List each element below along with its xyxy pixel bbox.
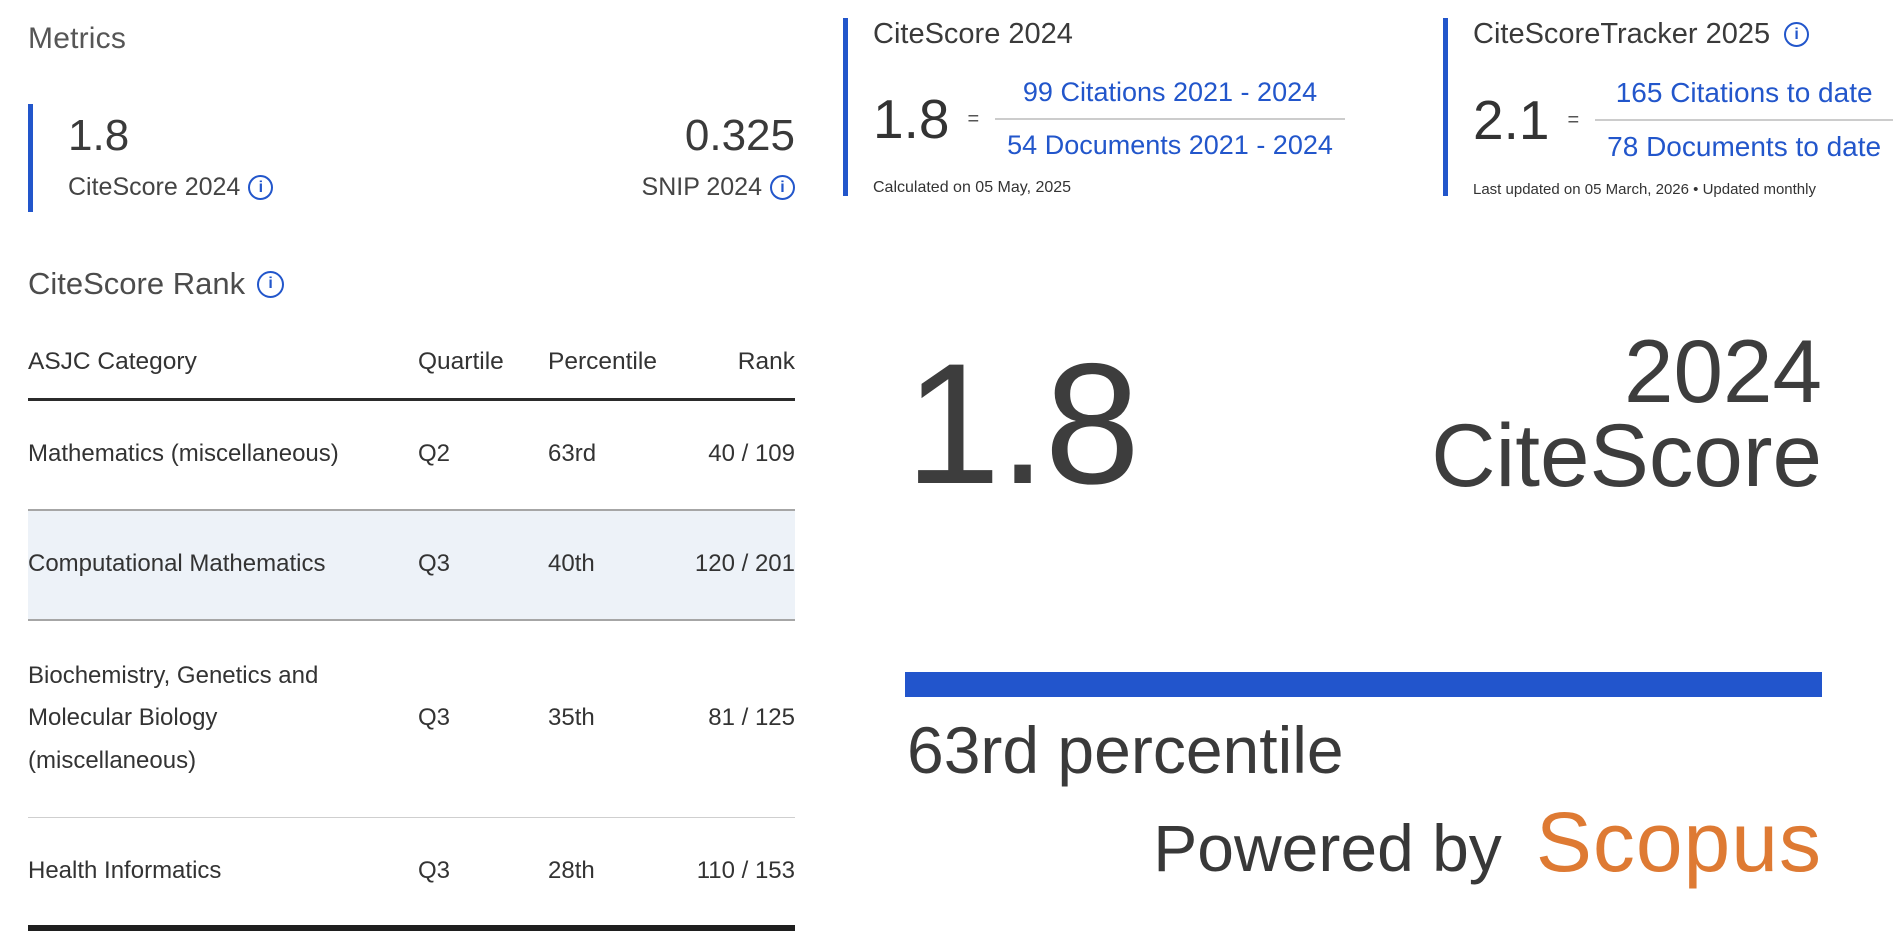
equals-sign: =: [967, 107, 980, 130]
quartile-cell: Q3: [418, 704, 451, 732]
percentile-cell: 28th: [548, 856, 595, 884]
category-cell: Biochemistry, Genetics and Molecular Bio…: [28, 661, 319, 775]
citescore-label-text: CiteScore 2024: [68, 173, 241, 201]
rank-cell: 120 / 201: [694, 550, 795, 578]
equals-sign: =: [1567, 108, 1580, 131]
citations-link[interactable]: 99 Citations 2021 - 2024: [1022, 77, 1318, 107]
info-icon[interactable]: i: [248, 175, 274, 200]
category-cell: Computational Mathematics: [28, 550, 326, 578]
category-cell: Health Informatics: [28, 856, 222, 884]
citescore-value: 1.8: [68, 111, 130, 160]
snip-label: SNIP 2024 i: [642, 173, 795, 202]
column-header-quartile: Quartile: [418, 348, 504, 375]
percentile-cell: 35th: [548, 704, 595, 732]
panel-title-text: CiteScoreTracker 2025: [1473, 18, 1771, 50]
table-row-highlighted: Computational Mathematics Q3 40th 120 / …: [28, 509, 795, 620]
last-updated-note: Last updated on 05 March, 2026 • Updated…: [1473, 181, 1816, 198]
table-row: Biochemistry, Genetics and Molecular Bio…: [28, 620, 795, 818]
citescore-rank-table: ASJC Category Quartile Percentile Rank M…: [28, 348, 795, 931]
powered-by-text: Powered by: [1153, 811, 1502, 885]
column-header-rank: Rank: [737, 348, 795, 375]
citescore-metric: 1.8 CiteScore 2024 i: [68, 108, 274, 212]
category-cell: Mathematics (miscellaneous): [28, 440, 339, 468]
badge-year: 2024: [1624, 321, 1822, 421]
citescore-2024-panel: CiteScore 2024 1.8 = 99 Citations 2021 -…: [843, 18, 1403, 196]
quartile-cell: Q2: [418, 440, 451, 468]
calculated-note: Calculated on 05 May, 2025: [873, 179, 1072, 196]
documents-link[interactable]: 54 Documents 2021 - 2024: [1007, 130, 1333, 160]
citescore-fraction: 99 Citations 2021 - 2024 54 Documents 20…: [995, 77, 1345, 161]
rank-cell: 81 / 125: [708, 704, 795, 732]
snip-metric: 0.325 SNIP 2024 i: [642, 108, 795, 212]
documents-to-date-link[interactable]: 78 Documents to date: [1607, 131, 1882, 162]
info-icon[interactable]: i: [257, 270, 285, 298]
panel-title: CiteScoreTracker 2025 i: [1473, 18, 1897, 51]
metrics-tile: 1.8 CiteScore 2024 i 0.325 SNIP 2024 i: [28, 104, 795, 212]
table-row: Health Informatics Q3 28th 110 / 153: [28, 817, 795, 928]
citescore-rank-heading-text: CiteScore Rank: [28, 266, 246, 301]
table-row: Mathematics (miscellaneous) Q2 63rd 40 /…: [28, 400, 795, 510]
column-header-percentile: Percentile: [548, 348, 657, 375]
percentile-cell: 40th: [548, 550, 595, 578]
snip-label-text: SNIP 2024: [641, 173, 762, 201]
metrics-heading: Metrics: [28, 22, 127, 55]
citescore-badge: 1.8 2024 CiteScore 63rd percentile Power…: [905, 300, 1822, 920]
info-icon[interactable]: i: [770, 175, 795, 200]
badge-year-label: 2024 CiteScore: [1431, 321, 1822, 505]
badge-percentile: 63rd percentile: [907, 713, 1344, 787]
fraction-divider: [1595, 119, 1894, 121]
tracker-formula: 2.1 = 165 Citations to date 78 Documents…: [1473, 77, 1897, 163]
citescore-label: CiteScore 2024 i: [68, 173, 274, 202]
percentile-bar: [905, 672, 1822, 697]
citescore-rank-heading: CiteScore Rank i: [28, 266, 285, 302]
table-header-row: ASJC Category Quartile Percentile Rank: [28, 348, 795, 400]
citescore-tracker-panel: CiteScoreTracker 2025 i 2.1 = 165 Citati…: [1443, 18, 1897, 198]
quartile-cell: Q3: [418, 856, 451, 884]
citescore-2024-value: 1.8: [873, 87, 950, 150]
badge-score: 1.8: [905, 328, 1140, 520]
snip-value: 0.325: [684, 111, 795, 160]
rank-cell: 40 / 109: [708, 440, 795, 468]
tracker-fraction: 165 Citations to date 78 Documents to da…: [1595, 77, 1894, 163]
tracker-value: 2.1: [1473, 88, 1550, 151]
panel-title: CiteScore 2024: [873, 18, 1403, 51]
panel-title-text: CiteScore 2024: [873, 18, 1073, 50]
percentile-cell: 63rd: [548, 440, 597, 468]
badge-citescore-label: CiteScore: [1431, 404, 1822, 505]
column-header-asjc-category: ASJC Category: [28, 348, 197, 375]
info-icon[interactable]: i: [1784, 22, 1810, 47]
fraction-divider: [995, 118, 1345, 120]
quartile-cell: Q3: [418, 550, 451, 578]
scopus-logo: Scopus: [1535, 795, 1822, 889]
powered-by-line: Powered by Scopus: [1153, 794, 1822, 891]
rank-cell: 110 / 153: [696, 856, 795, 884]
citescore-formula: 1.8 = 99 Citations 2021 - 2024 54 Docume…: [873, 77, 1403, 161]
citations-to-date-link[interactable]: 165 Citations to date: [1615, 77, 1873, 108]
